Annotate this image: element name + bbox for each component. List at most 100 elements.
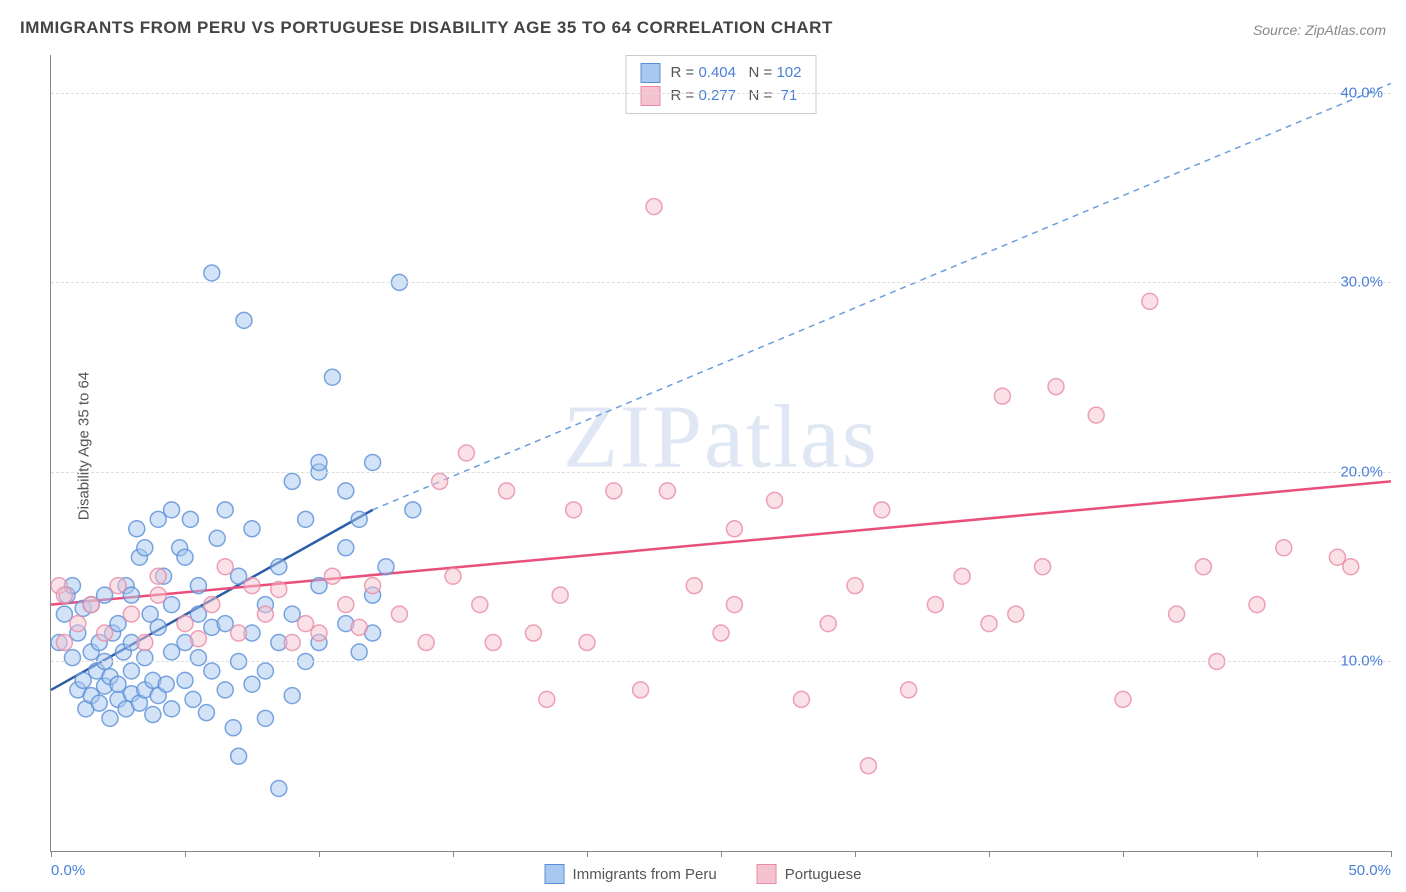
data-point	[351, 511, 367, 527]
data-point	[1249, 597, 1265, 613]
data-point	[552, 587, 568, 603]
data-point	[217, 682, 233, 698]
data-point	[311, 625, 327, 641]
legend-label: Immigrants from Peru	[573, 866, 717, 883]
data-point	[1048, 379, 1064, 395]
data-point	[91, 695, 107, 711]
data-point	[225, 720, 241, 736]
gridline	[51, 282, 1391, 283]
data-point	[1088, 407, 1104, 423]
data-point	[405, 502, 421, 518]
data-point	[311, 454, 327, 470]
data-point	[158, 676, 174, 692]
stats-legend: R = 0.404 N = 102R = 0.277 N = 71	[626, 55, 817, 114]
data-point	[713, 625, 729, 641]
chart-title: IMMIGRANTS FROM PERU VS PORTUGUESE DISAB…	[20, 18, 833, 38]
data-point	[236, 312, 252, 328]
data-point	[378, 559, 394, 575]
data-point	[284, 473, 300, 489]
stats-row: R = 0.404 N = 102	[641, 62, 802, 85]
y-tick-label: 30.0%	[1340, 274, 1383, 291]
legend-swatch	[545, 864, 565, 884]
data-point	[217, 559, 233, 575]
data-point	[150, 568, 166, 584]
data-point	[123, 663, 139, 679]
data-point	[204, 663, 220, 679]
data-point	[1115, 691, 1131, 707]
data-point	[338, 597, 354, 613]
x-tick-label: 50.0%	[1348, 862, 1391, 879]
data-point	[726, 597, 742, 613]
data-point	[485, 635, 501, 651]
data-point	[874, 502, 890, 518]
gridline	[51, 661, 1391, 662]
data-point	[257, 710, 273, 726]
legend-label: Portuguese	[785, 866, 862, 883]
data-point	[365, 578, 381, 594]
data-point	[64, 650, 80, 666]
data-point	[177, 549, 193, 565]
data-point	[56, 635, 72, 651]
data-point	[338, 540, 354, 556]
legend-item: Immigrants from Peru	[545, 864, 717, 884]
data-point	[994, 388, 1010, 404]
data-point	[686, 578, 702, 594]
x-tick	[1257, 851, 1258, 857]
data-point	[150, 587, 166, 603]
x-tick	[1391, 851, 1392, 857]
source-site: ZipAtlas.com	[1305, 22, 1386, 38]
data-point	[298, 511, 314, 527]
data-point	[445, 568, 461, 584]
data-point	[579, 635, 595, 651]
data-point	[257, 606, 273, 622]
data-point	[110, 578, 126, 594]
x-tick	[319, 851, 320, 857]
data-point	[123, 606, 139, 622]
data-point	[659, 483, 675, 499]
bottom-legend: Immigrants from Peru Portuguese	[545, 864, 862, 884]
data-point	[257, 663, 273, 679]
data-point	[244, 521, 260, 537]
data-point	[472, 597, 488, 613]
data-point	[954, 568, 970, 584]
data-point	[231, 625, 247, 641]
x-tick-label: 0.0%	[51, 862, 85, 879]
data-point	[458, 445, 474, 461]
legend-swatch	[757, 864, 777, 884]
data-point	[185, 691, 201, 707]
data-point	[1276, 540, 1292, 556]
data-point	[860, 758, 876, 774]
data-point	[182, 511, 198, 527]
data-point	[129, 521, 145, 537]
gridline	[51, 472, 1391, 473]
x-tick	[989, 851, 990, 857]
data-point	[901, 682, 917, 698]
data-point	[177, 672, 193, 688]
data-point	[1169, 606, 1185, 622]
data-point	[164, 502, 180, 518]
data-point	[177, 616, 193, 632]
data-point	[566, 502, 582, 518]
data-point	[324, 568, 340, 584]
data-point	[204, 265, 220, 281]
data-point	[432, 473, 448, 489]
data-point	[209, 530, 225, 546]
data-point	[1142, 293, 1158, 309]
data-point	[525, 625, 541, 641]
trendline-extension	[373, 83, 1391, 509]
data-point	[137, 650, 153, 666]
x-tick	[185, 851, 186, 857]
data-point	[70, 616, 86, 632]
data-point	[633, 682, 649, 698]
data-point	[1195, 559, 1211, 575]
data-point	[847, 578, 863, 594]
data-point	[271, 559, 287, 575]
data-point	[793, 691, 809, 707]
data-point	[164, 701, 180, 717]
data-point	[499, 483, 515, 499]
data-point	[271, 780, 287, 796]
data-point	[271, 581, 287, 597]
y-tick-label: 10.0%	[1340, 653, 1383, 670]
x-tick	[51, 851, 52, 857]
data-point	[1035, 559, 1051, 575]
